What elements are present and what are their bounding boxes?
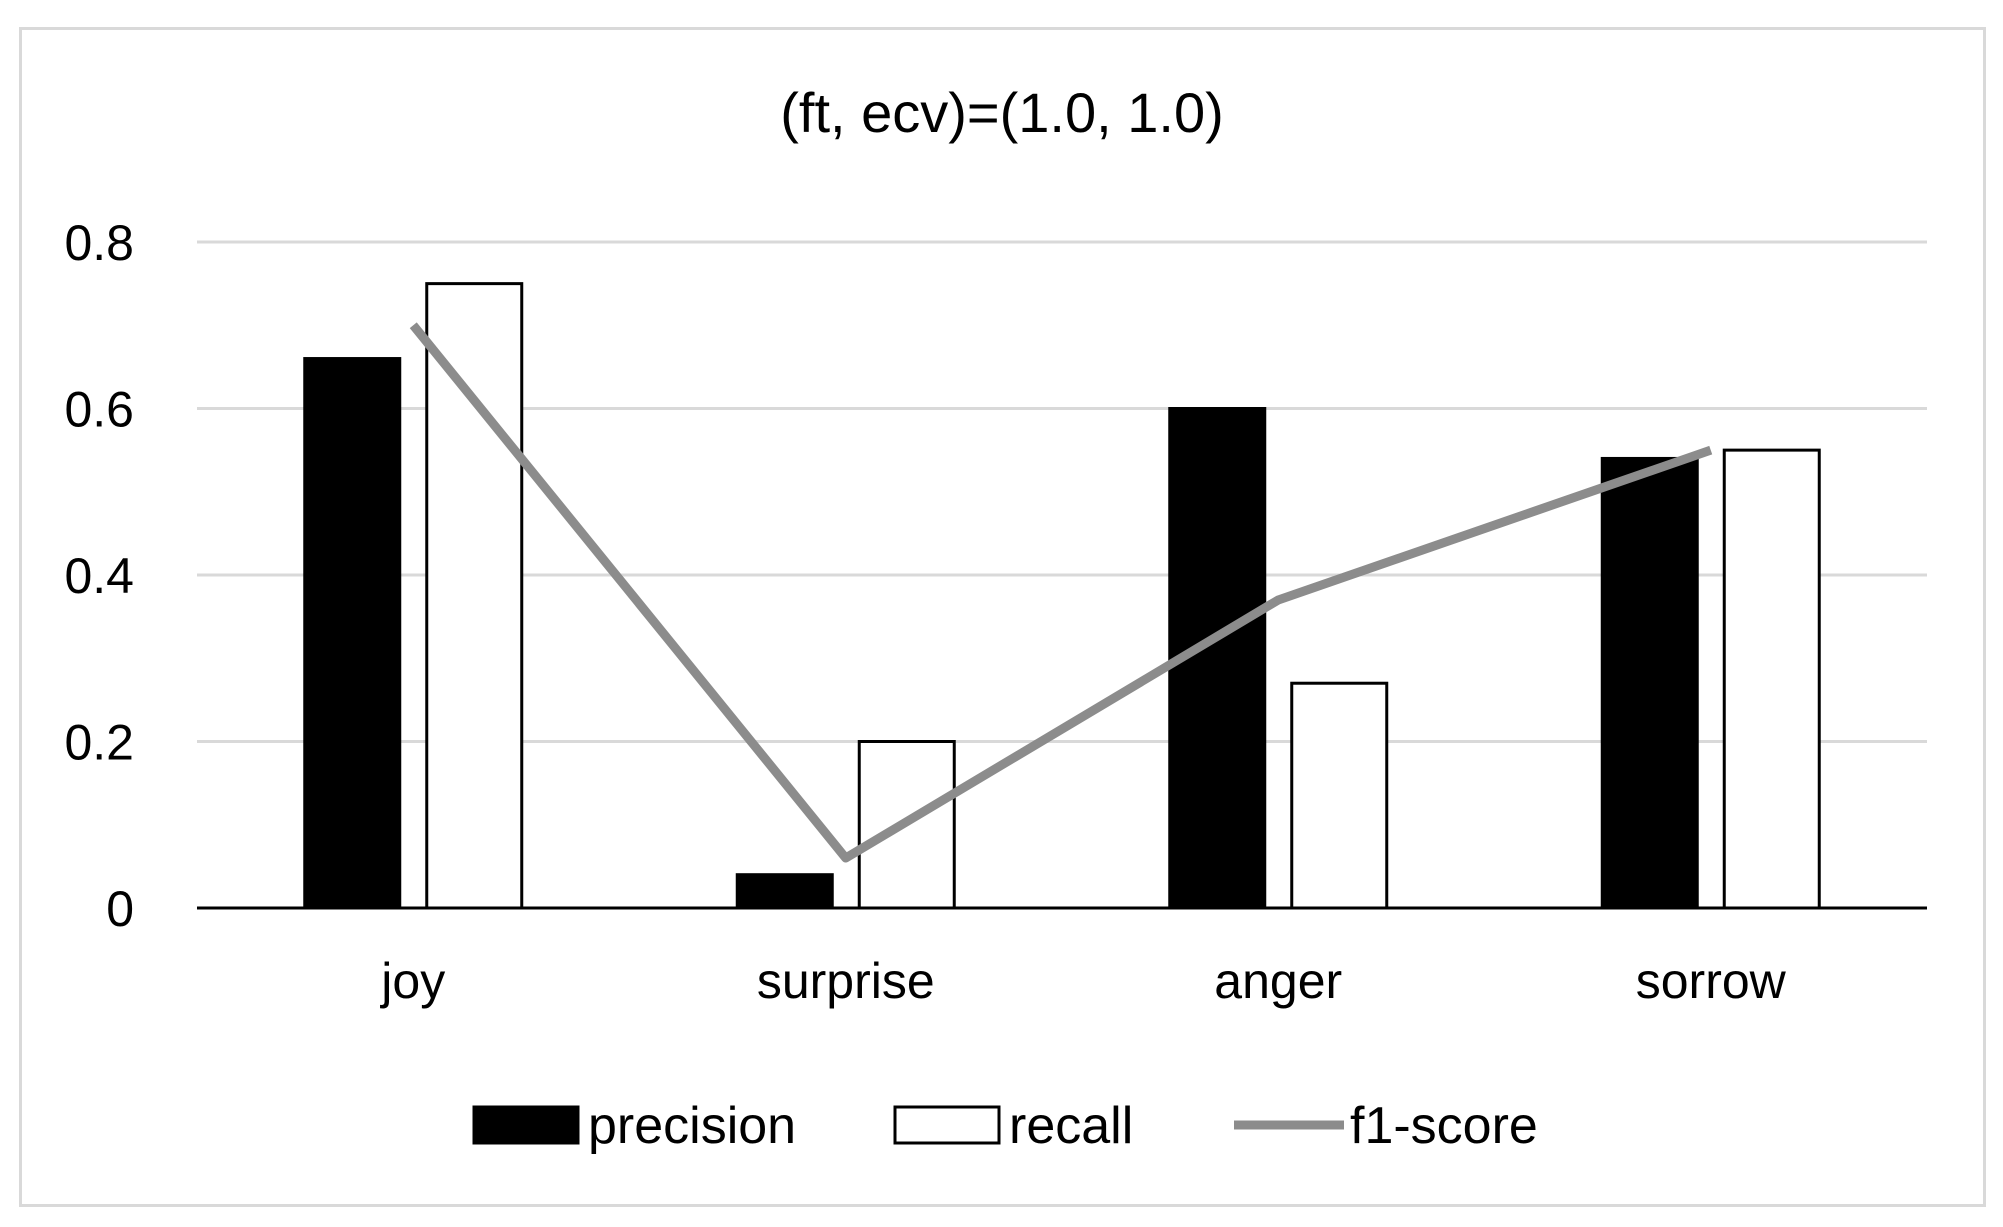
- recall-bar: [1290, 681, 1389, 910]
- f1-score-line: [409, 322, 1713, 863]
- y-tick-label: 0.4: [64, 548, 134, 604]
- x-category-label: joy: [379, 953, 445, 1009]
- y-tick-label: 0.8: [64, 215, 134, 271]
- chart-frame: (ft, ecv)=(1.0, 1.0) 0 0.2 0.4 0.6 0.8 joy su…: [19, 27, 1986, 1207]
- x-axis-category-labels: joy surprise anger sorrow: [379, 953, 1786, 1009]
- precision-bar: [735, 873, 834, 910]
- y-tick-label: 0.6: [64, 382, 134, 438]
- recall-bar: [425, 282, 524, 910]
- bar-line-chart: (ft, ecv)=(1.0, 1.0) 0 0.2 0.4 0.6 0.8 joy su…: [64, 81, 1927, 1155]
- x-category-label: surprise: [757, 953, 935, 1009]
- f1-line-layer: [409, 322, 1713, 863]
- recall-legend-label: recall: [1009, 1097, 1133, 1155]
- precision-legend-swatch: [472, 1105, 580, 1145]
- x-category-label: anger: [1214, 953, 1342, 1009]
- y-tick-label: 0.2: [64, 715, 134, 771]
- recall-bar: [1722, 448, 1821, 910]
- precision-bar: [303, 357, 402, 910]
- recall-legend-swatch: [893, 1105, 1001, 1145]
- legend: precision recall f1-score: [472, 1097, 1538, 1155]
- bars: [303, 282, 1821, 910]
- f1-score-legend-label: f1-score: [1350, 1097, 1538, 1155]
- y-axis-tick-labels: 0 0.2 0.4 0.6 0.8: [64, 215, 134, 937]
- y-tick-label: 0: [106, 881, 134, 937]
- chart-title: (ft, ecv)=(1.0, 1.0): [780, 81, 1224, 144]
- precision-bar: [1600, 456, 1699, 910]
- precision-legend-label: precision: [588, 1097, 796, 1155]
- x-category-label: sorrow: [1636, 953, 1787, 1009]
